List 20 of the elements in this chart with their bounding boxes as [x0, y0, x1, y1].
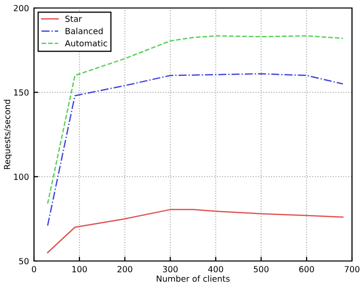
- x-tick-label: 600: [299, 266, 314, 272]
- x-tick-label: 0: [32, 266, 36, 272]
- legend-label: Automatic: [64, 40, 108, 46]
- line-series: [47, 35, 344, 204]
- legend-label: Star: [65, 16, 82, 22]
- y-tick-label: 50: [19, 258, 29, 264]
- x-tick-label: 400: [208, 266, 224, 272]
- x-axis-title: Number of clients: [156, 275, 230, 282]
- line-series: [47, 208, 344, 254]
- y-tick-label: 150: [14, 89, 29, 96]
- x-tick-label: 100: [72, 266, 87, 272]
- line-series: [47, 73, 344, 226]
- y-tick-label: 100: [14, 174, 29, 180]
- x-tick-label: 700: [344, 266, 360, 272]
- y-tick-label: 200: [14, 4, 29, 12]
- legend-label: Balanced: [66, 28, 103, 34]
- x-tick-label: 300: [162, 266, 178, 272]
- x-tick-label: 500: [254, 266, 269, 272]
- y-axis-title: Requests/second: [4, 100, 12, 170]
- x-tick-label: 200: [118, 266, 132, 272]
